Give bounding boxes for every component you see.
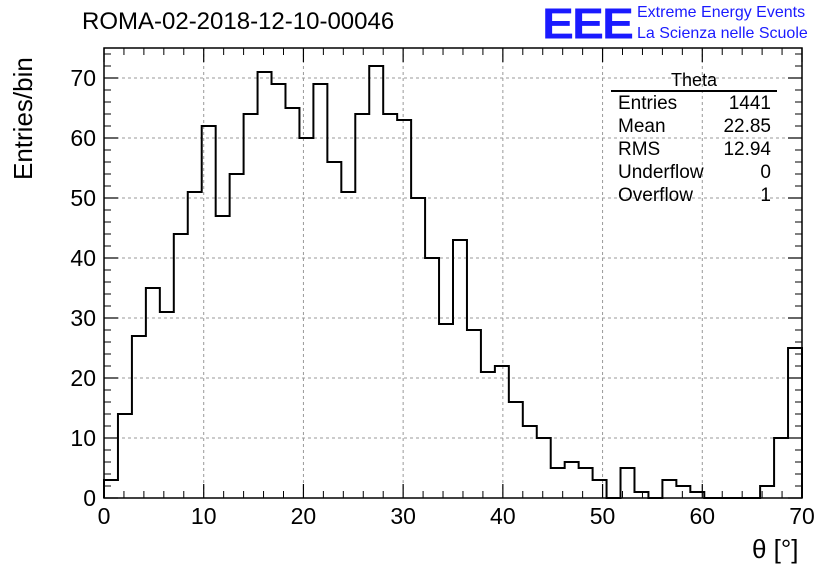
- histogram-bin: [523, 426, 537, 498]
- histogram-bin: [355, 114, 369, 498]
- histogram-bin: [230, 174, 244, 498]
- x-axis-label: θ [°]: [752, 534, 799, 564]
- histogram-bin: [481, 372, 495, 498]
- histogram-bin: [272, 84, 286, 498]
- x-tick-label: 0: [98, 503, 111, 529]
- x-tick-label: 60: [689, 503, 715, 529]
- x-tick-label: 70: [789, 503, 815, 529]
- stats-row-rms: RMS 12.94: [611, 138, 777, 161]
- stats-value: 22.85: [723, 116, 771, 137]
- histogram-bin: [788, 348, 802, 498]
- histogram-bin: [118, 414, 132, 498]
- histogram-bin: [495, 366, 509, 498]
- histogram-bin: [453, 240, 467, 498]
- histogram-bin: [327, 162, 341, 498]
- histogram-bin: [593, 480, 607, 498]
- histogram-bin: [299, 138, 313, 498]
- histogram-bin: [258, 72, 272, 498]
- y-tick-label: 40: [70, 245, 96, 271]
- y-tick-label: 10: [70, 425, 96, 451]
- stats-label: Mean: [618, 116, 666, 137]
- histogram-bin: [537, 438, 551, 498]
- histogram-bin: [244, 114, 258, 498]
- stats-label: Underflow: [618, 162, 704, 183]
- histogram-bin: [509, 402, 523, 498]
- histogram-bin: [104, 480, 118, 498]
- histogram-bin: [216, 216, 230, 498]
- stats-label: Entries: [618, 93, 678, 114]
- histogram-bin: [662, 480, 676, 498]
- x-tick-label: 40: [490, 503, 516, 529]
- histogram-bin: [676, 486, 690, 498]
- histogram-bin: [467, 330, 481, 498]
- histogram-bin: [285, 108, 299, 498]
- stats-label: Overflow: [618, 185, 693, 206]
- x-tick-label: 30: [390, 503, 416, 529]
- plot-frame: [103, 47, 803, 499]
- stats-row-overflow: Overflow 1: [611, 184, 777, 207]
- y-tick-label: 70: [70, 65, 96, 91]
- histogram-bin: [565, 462, 579, 498]
- histogram-bin: [439, 324, 453, 498]
- histogram-bin: [132, 336, 146, 498]
- stats-value: 0: [760, 162, 771, 183]
- histogram-bin: [397, 120, 411, 498]
- histogram-bin: [341, 192, 355, 498]
- logo-subtitle-line2: La Scienza nelle Scuole: [637, 25, 808, 42]
- histogram-bin: [369, 66, 383, 498]
- stats-value: 12.94: [723, 139, 771, 160]
- y-tick-label: 20: [70, 365, 96, 391]
- stats-value: 1: [760, 185, 771, 206]
- histogram-bin: [160, 312, 174, 498]
- histogram-series-line: [103, 65, 803, 499]
- x-tick-label: 50: [590, 503, 616, 529]
- y-tick-label: 60: [70, 125, 96, 151]
- stats-row-mean: Mean 22.85: [611, 115, 777, 138]
- statistics-box: Theta Entries 1441 Mean 22.85 RMS 12.94 …: [611, 70, 777, 207]
- histogram-bin: [188, 192, 202, 498]
- stats-label: RMS: [618, 139, 661, 160]
- x-tick-label: 20: [291, 503, 317, 529]
- histogram-bin: [174, 234, 188, 498]
- x-tick-label: 10: [191, 503, 217, 529]
- y-axis-label: Entries/bin: [8, 57, 38, 180]
- y-tick-label: 30: [70, 305, 96, 331]
- y-tick-label: 0: [83, 485, 96, 511]
- chart-title: ROMA-02-2018-12-10-00046: [82, 8, 395, 35]
- stats-row-entries: Entries 1441: [611, 92, 777, 115]
- stats-row-underflow: Underflow 0: [611, 161, 777, 184]
- histogram-bin: [774, 438, 788, 498]
- histogram-bin: [411, 198, 425, 498]
- histogram-bin: [313, 84, 327, 498]
- stats-value: 1441: [728, 93, 771, 114]
- histogram-bin: [383, 114, 397, 498]
- histogram-bin: [146, 288, 160, 498]
- histogram-bin: [579, 468, 593, 498]
- stats-title: Theta: [611, 70, 777, 92]
- y-tick-label: 50: [70, 185, 96, 211]
- eee-logo: EEE: [542, 0, 634, 49]
- logo-subtitle-line1: Extreme Energy Events: [637, 4, 806, 21]
